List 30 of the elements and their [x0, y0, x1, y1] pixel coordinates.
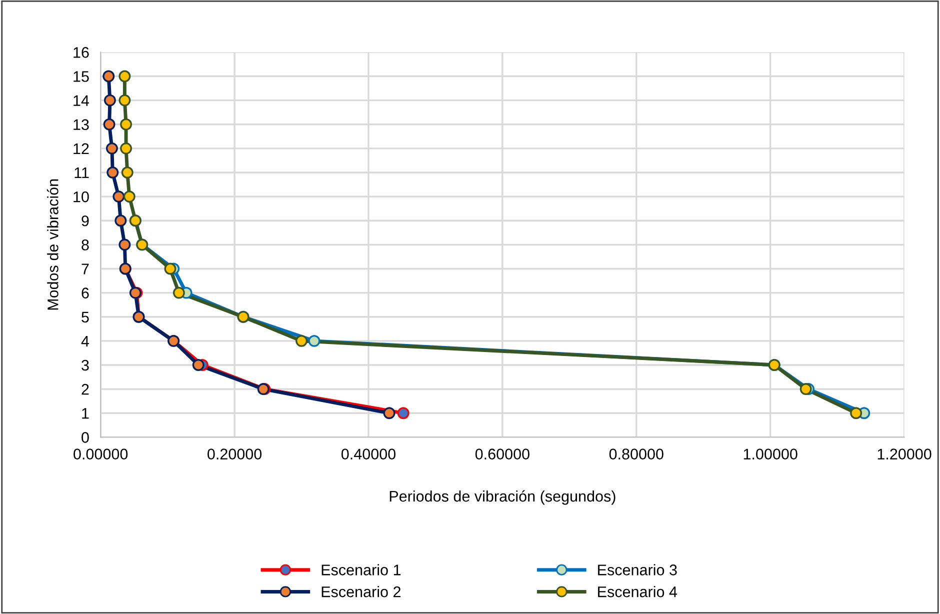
- y-axis-title: Modos de vibración: [46, 179, 58, 310]
- y-tick-label: 6: [82, 288, 89, 298]
- x-tick-label: 0.40000: [341, 448, 396, 460]
- y-tick-label: 12: [74, 143, 89, 154]
- y-tick-label: 10: [74, 191, 89, 202]
- x-axis-title: Periodos de vibración (segundos): [390, 490, 616, 505]
- y-tick-label: 14: [74, 95, 90, 106]
- legend-label: Escenario 3: [598, 564, 677, 576]
- x-tick-label: 1.00000: [744, 448, 798, 460]
- legend-label: Escenario 4: [598, 586, 678, 598]
- y-tick-label: 7: [82, 264, 89, 274]
- y-tick-label: 5: [82, 312, 89, 323]
- x-tick-label: 0.20000: [208, 448, 262, 460]
- y-tick-label: 13: [74, 119, 89, 130]
- x-tick-label: 0.00000: [74, 448, 128, 460]
- y-tick-label: 9: [82, 215, 89, 226]
- y-tick-label: 15: [74, 71, 89, 82]
- y-tick-label: 4: [81, 336, 90, 346]
- y-tick-label: 11: [74, 168, 89, 178]
- y-tick-label: 2: [82, 384, 89, 395]
- y-tick-label: 0: [82, 432, 89, 443]
- legend-label: Escenario 1: [322, 564, 401, 576]
- x-tick-label: 1.20000: [878, 448, 932, 460]
- legend-label: Escenario 2: [322, 586, 400, 598]
- y-tick-label: 3: [82, 360, 89, 371]
- x-tick-label: 0.80000: [609, 448, 664, 460]
- y-tick-label: 8: [82, 240, 89, 250]
- y-tick-label: 1: [82, 408, 89, 419]
- y-tick-label: 16: [74, 47, 89, 58]
- x-tick-label: 0.60000: [475, 448, 530, 460]
